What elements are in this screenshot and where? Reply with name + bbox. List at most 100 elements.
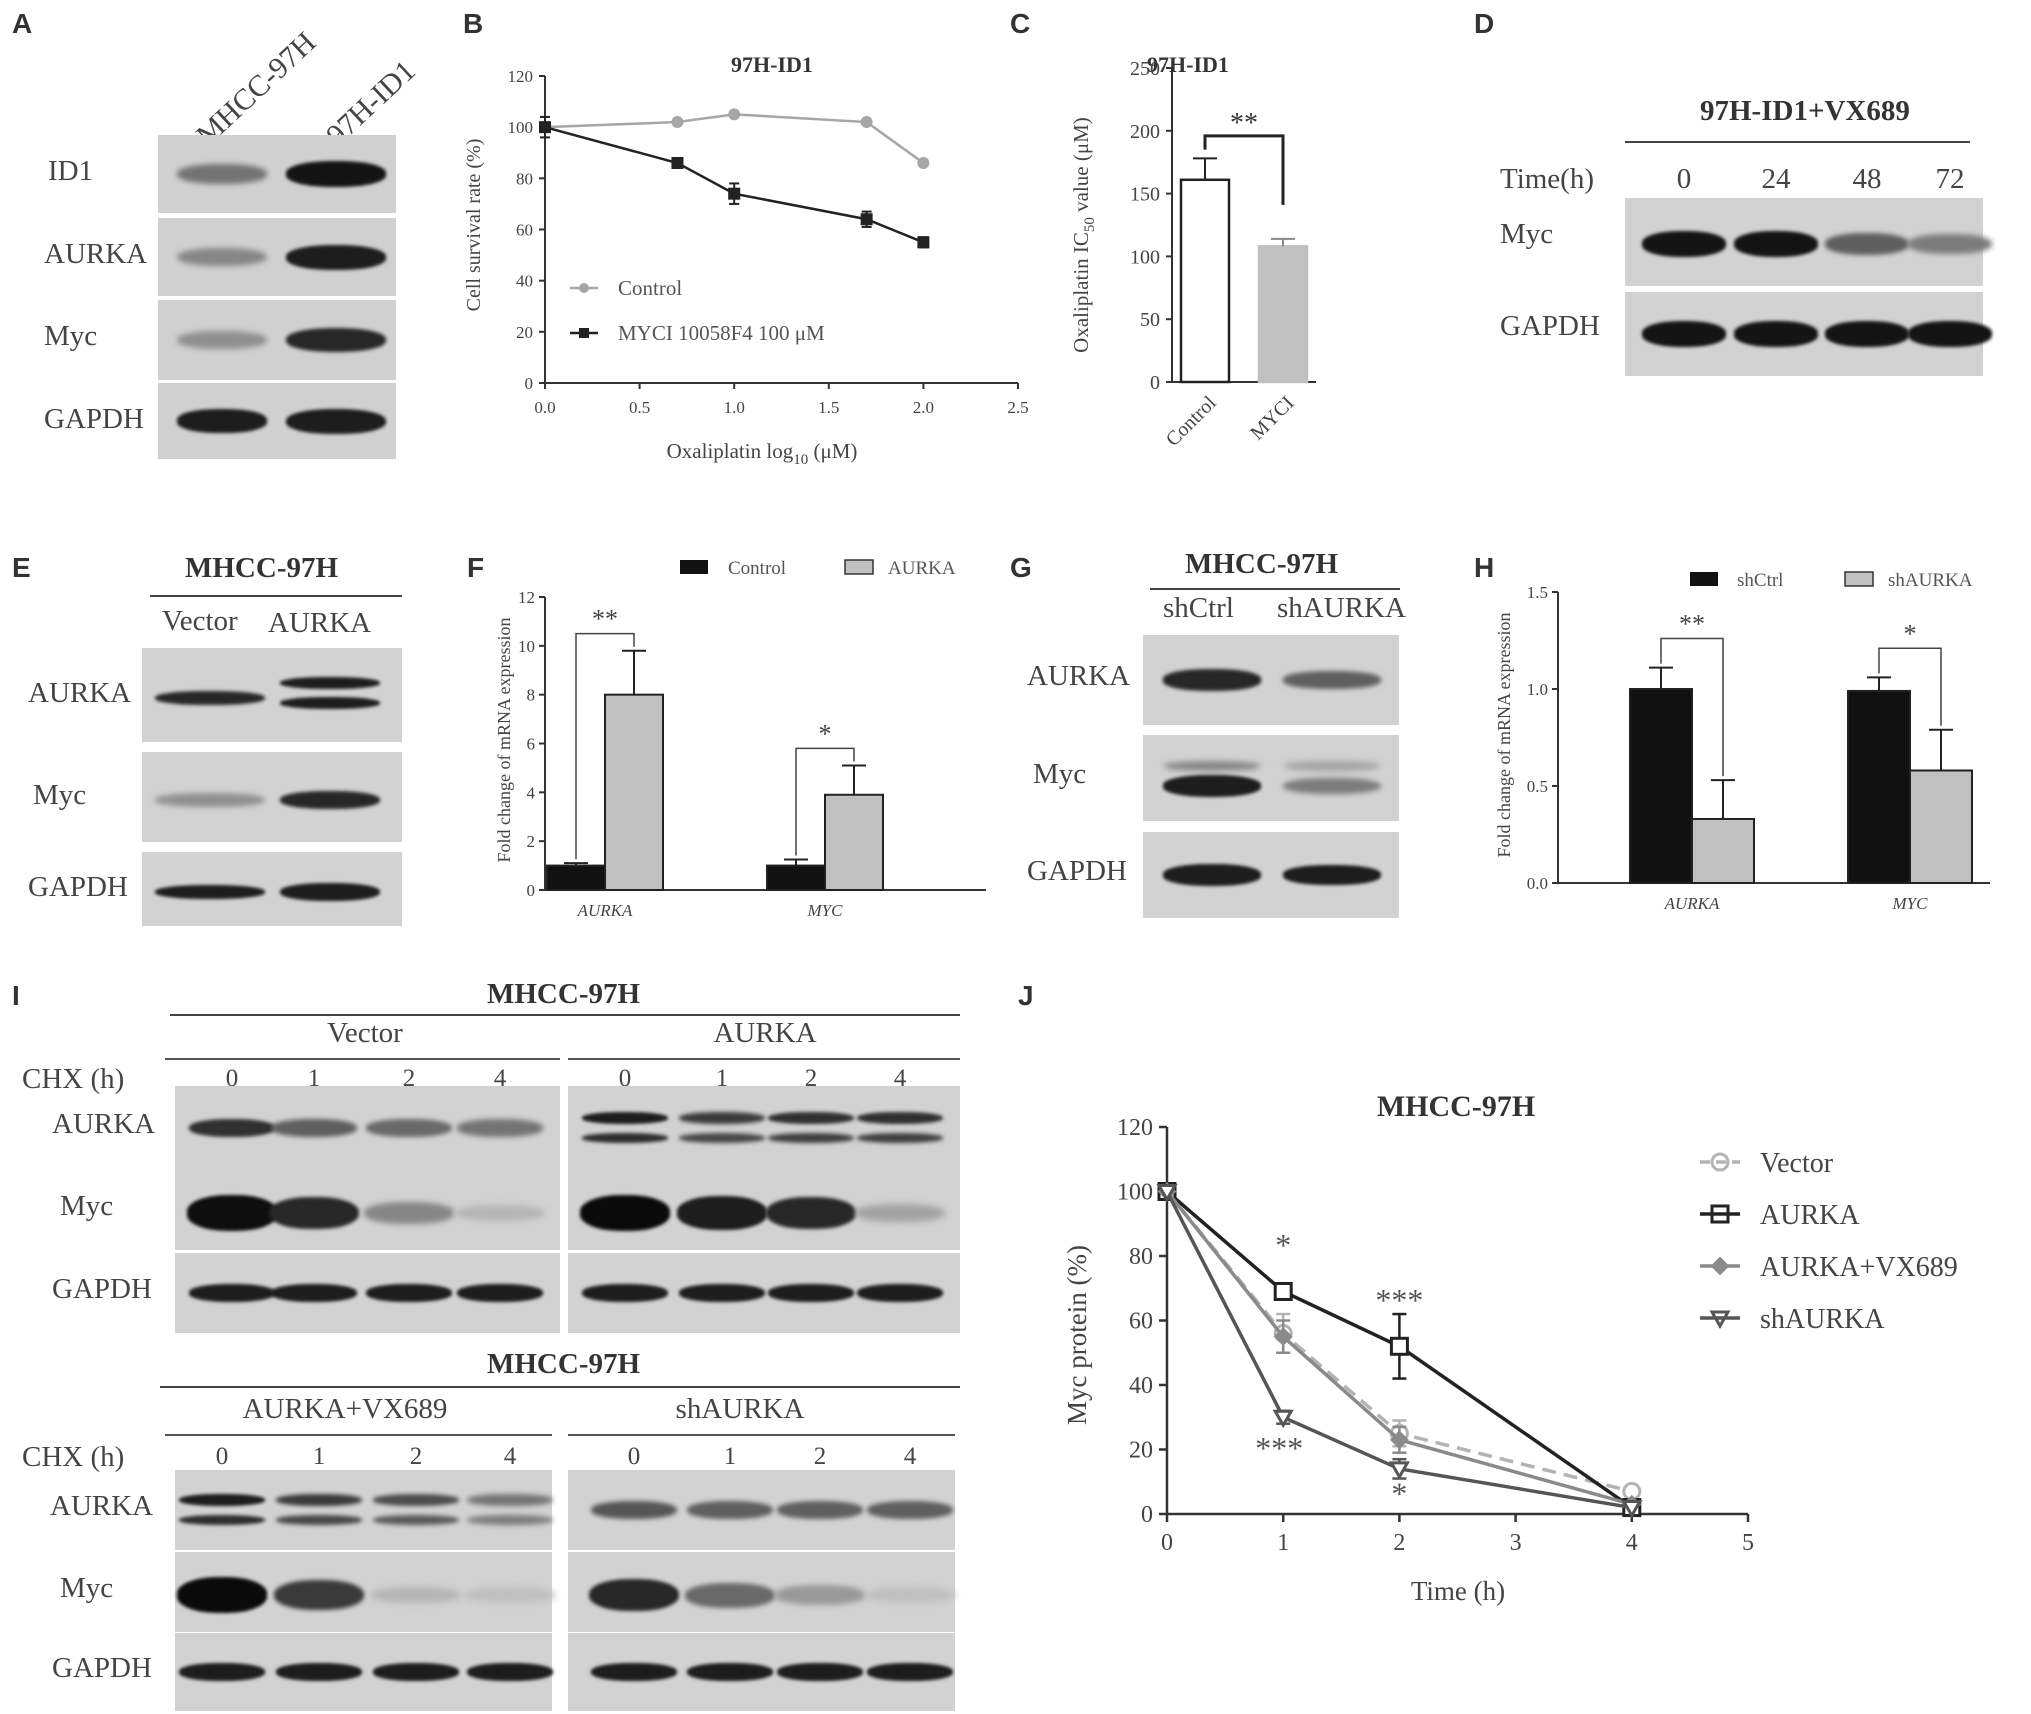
time-label: 2	[804, 1065, 818, 1092]
band	[1284, 761, 1380, 771]
bar-chart-h: Fold change of mRNA expression 0.0 0.5 1.0…	[1494, 570, 1990, 913]
band	[1283, 777, 1381, 795]
band	[373, 1515, 459, 1525]
blot-row-label-myc: Myc	[33, 779, 87, 811]
panel-i-title-bottom: MHCC-97H	[487, 1348, 641, 1380]
blot-row-label-gapdh: GAPDH	[52, 1273, 152, 1305]
lane-label-shaurka: shAURKA	[1277, 592, 1406, 624]
x-tick-label: 0.5	[629, 398, 650, 417]
band	[777, 1663, 863, 1681]
band	[364, 1202, 454, 1224]
band	[677, 1196, 767, 1230]
band	[855, 1203, 945, 1223]
bar-0	[1179, 178, 1231, 384]
blot-row-label-gapdh: GAPDH	[28, 871, 128, 903]
band	[1734, 231, 1818, 257]
band	[467, 1663, 553, 1681]
y-tick-label: 250	[1130, 58, 1160, 80]
y-tick-label: 10	[518, 637, 535, 656]
band	[269, 1196, 359, 1230]
x-tick-label: 0	[1161, 1530, 1173, 1556]
band	[366, 1119, 452, 1137]
y-tick-label: 120	[508, 67, 534, 86]
band	[280, 791, 380, 809]
legend-label-vector: Vector	[1760, 1148, 1834, 1179]
band	[280, 883, 380, 901]
lane-label-shctrl: shCtrl	[1163, 592, 1234, 624]
panel-d-title: 97H-ID1+VX689	[1700, 95, 1910, 127]
chart-j-title: MHCC-97H	[1377, 1090, 1535, 1123]
time-label: 2	[409, 1443, 423, 1470]
gene-label: AURKA	[1664, 894, 1720, 913]
y-tick-label: 80	[516, 169, 533, 188]
sig-label: **	[1679, 610, 1705, 639]
band	[582, 1133, 668, 1143]
blot-row-label-aurka: AURKA	[50, 1490, 154, 1522]
gene-label: MYC	[807, 901, 844, 920]
bar-aurka	[604, 693, 664, 891]
blot-strip	[568, 1086, 960, 1170]
band	[177, 409, 267, 433]
y-tick-label: 6	[527, 735, 536, 754]
band	[455, 1204, 545, 1222]
band	[155, 885, 265, 899]
band	[1825, 321, 1909, 347]
band	[679, 1133, 765, 1143]
y-tick-label: 8	[527, 686, 536, 705]
data-point	[671, 156, 684, 169]
band	[177, 330, 267, 350]
blot-row-label-id1: ID1	[48, 155, 94, 187]
time-label: 4	[493, 1065, 507, 1092]
panel-g-title-rule	[1150, 588, 1400, 590]
panel-label-f: F	[467, 552, 485, 583]
data-point	[671, 116, 684, 129]
band	[1642, 321, 1726, 347]
blot-row-label-myc: Myc	[1033, 758, 1087, 790]
bar-shaurka	[1691, 817, 1755, 885]
band	[177, 247, 267, 267]
band	[1283, 671, 1381, 689]
y-tick-label: 20	[516, 323, 533, 342]
band	[274, 1579, 364, 1611]
lane-label-vector: Vector	[162, 605, 238, 637]
line-chart-j: MHCC-97H Myc protein (%) Time (h) 020406…	[1062, 1090, 1958, 1606]
legend-shctrl: shCtrl	[1737, 570, 1783, 591]
group-label-shaurka: shAURKA	[675, 1393, 805, 1425]
band	[177, 164, 267, 184]
panel-label-i: I	[12, 980, 20, 1011]
time-label: 0	[627, 1443, 641, 1470]
band	[867, 1501, 953, 1519]
marker-diamond	[1273, 1327, 1293, 1347]
panel-g-title: MHCC-97H	[1185, 548, 1339, 580]
blot-row-label-aurka: AURKA	[44, 238, 148, 270]
band	[1642, 231, 1726, 257]
y-tick-label: 0	[525, 374, 534, 393]
x-tick-label: 0.0	[534, 398, 555, 417]
blot-row-label-myc: Myc	[60, 1572, 114, 1604]
bar-shctrl	[1629, 688, 1693, 884]
panel-label-h: H	[1474, 552, 1495, 583]
band	[179, 1494, 265, 1506]
marker-triangle	[1156, 1184, 1178, 1203]
band	[1734, 321, 1818, 347]
chx-label: CHX (h)	[22, 1063, 125, 1095]
band	[857, 1112, 943, 1124]
panel-label-b: B	[463, 8, 484, 39]
sig-bracket	[1203, 134, 1285, 205]
band	[280, 677, 380, 689]
y-tick-label: 2	[527, 832, 536, 851]
chart-b-legend: Control MYCI 10058F4 100 μM	[570, 276, 825, 345]
time-label: 72	[1935, 163, 1965, 195]
data-point	[917, 156, 930, 169]
chart-c-ylabel: Oxaliplatin IC50 value (μM)	[1069, 117, 1098, 353]
time-label: 0	[225, 1065, 239, 1092]
series-line-1	[1165, 1190, 1633, 1509]
band	[1163, 669, 1261, 691]
panel-label-a: A	[12, 8, 33, 39]
band	[189, 1119, 275, 1137]
band	[591, 1501, 677, 1519]
x-tick-label: 1.0	[724, 398, 745, 417]
panel-label-j: J	[1018, 980, 1034, 1011]
band	[457, 1284, 543, 1302]
marker-triangle	[1621, 1500, 1643, 1519]
